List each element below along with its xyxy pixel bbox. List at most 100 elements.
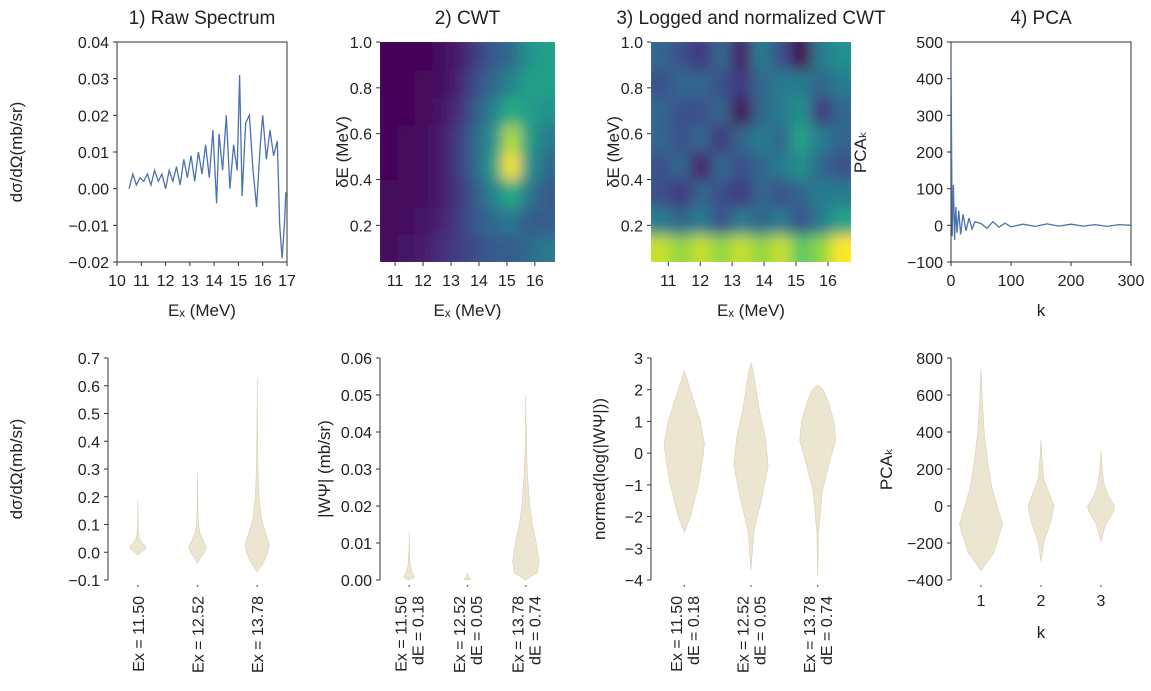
heat-cell [651,152,672,180]
data-line [951,60,1131,241]
y-tick-label: 0.6 [78,379,100,396]
heat-cell [771,124,792,153]
x-tick-label: 16 [254,273,272,290]
y-tick-label: −2 [625,510,643,527]
heat-cell [791,97,812,125]
heat-cell [502,69,521,98]
axes-frame [950,41,1132,263]
y-tick-label: 1.0 [621,35,643,52]
heat-cell [502,124,521,153]
heat-cell [520,69,538,98]
heat-cell [520,234,538,262]
y-axis-label: dσ/dΩ(mb/sr) [7,102,26,203]
heat-cell [397,69,416,98]
category-tick [980,585,982,587]
heat-cell [432,179,451,208]
heat-cell [537,42,555,70]
y-tick-label: 0.03 [78,72,109,89]
heat-cell [731,42,752,70]
heat-cell [485,207,503,235]
heat-cell [651,179,672,208]
y-tick-label: 0 [934,218,943,235]
heat-cell [450,42,468,70]
heat-cell [651,124,672,153]
heat-cell [502,42,521,70]
heat-cell [397,42,416,70]
heat-cell [791,234,812,262]
heat-cell [450,234,468,262]
category-tick [683,585,686,587]
heat-cell [671,124,692,153]
x-tick-label: 3 [1097,593,1106,610]
x-tick-label: 16 [819,273,837,290]
x-tick-label: 15 [230,273,248,290]
heat-cell [671,207,692,235]
x-tick-label: dE = 0.05 [469,596,486,665]
panel: −0.1 0.0 0.1 0.2 0.3 0.4 0.5 0.6 0.7 dσ/dΩ(mb/sr)… [7,351,270,673]
heat-cell [432,234,451,262]
heat-cell [450,179,468,208]
heat-cell [671,69,692,98]
x-tick-label: Ex = 11.50 [131,596,148,672]
heat-cell [751,179,772,208]
heat-cell [537,69,555,98]
heat-cell [731,124,752,153]
heat-cell [415,179,433,208]
heat-cell [537,97,555,125]
x-axis-label: k [1037,301,1046,320]
x-tick-label: Ex = 11.50 [669,596,686,672]
heat-cell [380,179,398,208]
heat-cell [691,97,712,125]
heat-cell [671,97,692,125]
x-tick-label: Ex = 12.52 [736,596,753,673]
data-line [128,74,287,259]
heat-cell [467,97,486,125]
y-axis-label: normed(log(|WΨ|)) [590,398,609,540]
x-axis-label: Eₓ (MeV) [434,301,502,320]
heat-cell [397,124,416,153]
violin [799,384,837,577]
x-tick-label: 15 [787,273,805,290]
y-tick-label: 0 [934,499,943,516]
heat-cell [691,69,712,98]
x-tick-label: 14 [205,273,223,290]
heat-cell [520,97,538,125]
heat-cell [485,97,503,125]
heat-cell [751,42,772,70]
heat-cell [771,152,792,180]
heat-cell [485,152,503,180]
heat-cell [811,124,832,153]
y-tick-label: 0.3 [78,462,100,479]
y-tick-label: 0.4 [621,173,643,190]
heat-cell [791,42,812,70]
y-tick-label: 0.01 [78,145,109,162]
x-axis-label: Eₓ (MeV) [717,301,785,320]
heatmap [380,42,555,262]
y-tick-label: −1 [625,478,643,495]
heat-cell [771,207,792,235]
heat-cell [415,234,433,262]
x-tick-label: 300 [1118,273,1145,290]
panel-title: 4) PCA [1010,8,1072,29]
x-axis-label: Eₓ (MeV) [168,301,236,320]
heat-cell [485,179,503,208]
heat-cell [450,97,468,125]
heat-cell [771,97,792,125]
heat-cell [671,42,692,70]
heat-cell [651,69,672,98]
y-tick-label: −200 [907,536,943,553]
panel: 0.00 0.01 0.02 0.03 0.04 0.05 0.06 |WΨ| (mb/sr)… [315,351,544,673]
x-tick-label: 13 [181,273,199,290]
heat-cell [651,207,672,235]
heat-cell [432,124,451,153]
x-tick-label: 200 [1058,273,1085,290]
heat-cell [711,69,732,98]
heat-cell [502,152,521,180]
heat-cell [415,207,433,235]
heat-cell [485,69,503,98]
heat-cell [811,152,832,180]
y-tick-label: 200 [916,462,943,479]
heat-cell [711,152,732,180]
category-tick [750,585,752,587]
heat-cell [731,234,752,262]
